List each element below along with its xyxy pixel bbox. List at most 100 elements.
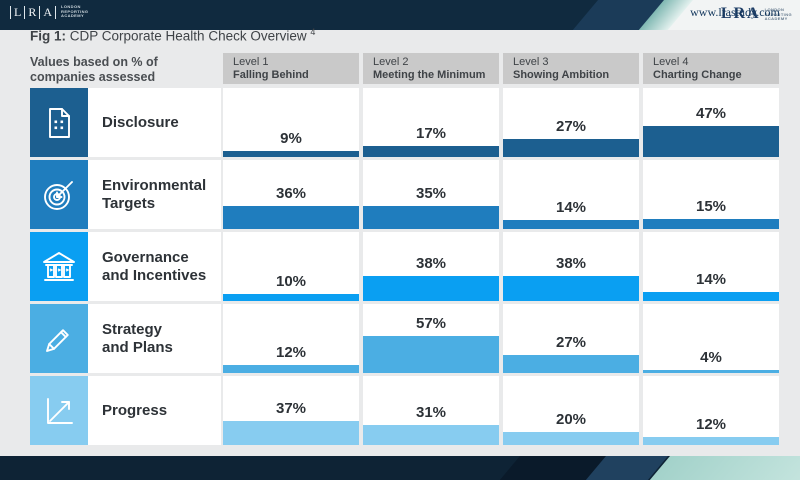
header-cell-level-4: Level 4 Charting Change [643, 53, 779, 84]
value-label: 27% [555, 118, 587, 135]
value-cell: 17% [363, 88, 499, 157]
value-label: 14% [695, 271, 727, 288]
bar [363, 206, 499, 229]
bar [643, 370, 779, 373]
value-cell: 27% [503, 304, 639, 373]
figure-title-text: CDP Corporate Health Check Overview [66, 28, 307, 44]
footer-logo-letter: L [14, 4, 22, 19]
chart-icon [30, 376, 88, 445]
value-label: 17% [415, 125, 447, 142]
bar [643, 292, 779, 301]
lra-logo: LRA LONDON REPORTING ACADEMY [721, 5, 792, 23]
bar [223, 365, 359, 373]
value-cell: 47% [643, 88, 779, 157]
value-label: 31% [415, 404, 447, 421]
table-row-disclosure: Disclosure 9% 17% 27% 47% [0, 88, 800, 157]
document-icon [30, 88, 88, 157]
bar [363, 425, 499, 445]
bar [503, 276, 639, 301]
bank-icon [30, 232, 88, 301]
table-row-governance-and-incentives: Governance and Incentives 10% 38% 38% 14… [0, 232, 800, 301]
footer-logo-subtext: LONDON REPORTING ACADEMY [61, 4, 89, 19]
value-label: 12% [695, 416, 727, 433]
footer-logo-letter: A [43, 4, 53, 19]
value-label: 35% [415, 185, 447, 202]
value-cell: 20% [503, 376, 639, 445]
pencil-icon [30, 304, 88, 373]
value-cell: 15% [643, 160, 779, 229]
value-cell: 38% [363, 232, 499, 301]
header-cell-level-2: Level 2 Meeting the Minimum [363, 53, 499, 84]
footer-brand-bar [0, 456, 800, 480]
bar [223, 421, 359, 445]
footer-seafoam-ribbon [649, 456, 800, 480]
value-label: 37% [275, 400, 307, 417]
bar [223, 294, 359, 301]
value-label: 27% [555, 334, 587, 351]
value-cell: 9% [223, 88, 359, 157]
value-cell: 36% [223, 160, 359, 229]
value-cell: 14% [643, 232, 779, 301]
value-label: 10% [275, 273, 307, 290]
value-cell: 35% [363, 160, 499, 229]
value-label: 12% [275, 344, 307, 361]
footnote-marker: 4 [310, 27, 316, 37]
row-label: Disclosure [102, 113, 179, 131]
value-cell: 12% [223, 304, 359, 373]
row-label-cell: Strategy and Plans [88, 304, 221, 373]
header-cell-level-3: Level 3 Showing Ambition [503, 53, 639, 84]
value-cell: 10% [223, 232, 359, 301]
target-icon [30, 160, 88, 229]
figure-title: Fig 1: CDP Corporate Health Check Overvi… [30, 27, 315, 44]
row-label-cell: Disclosure [88, 88, 221, 157]
row-label: Strategy and Plans [102, 320, 173, 356]
figure-caption: Values based on % of companies assessed [30, 55, 158, 84]
header-cell-level-1: Level 1 Falling Behind [223, 53, 359, 84]
website-link[interactable]: www.lrastudy.com [690, 5, 780, 19]
value-cell: 31% [363, 376, 499, 445]
bar [503, 432, 639, 445]
bar [643, 126, 779, 157]
value-cell: 14% [503, 160, 639, 229]
bar [643, 437, 779, 445]
value-label: 20% [555, 411, 587, 428]
bar [363, 146, 499, 157]
value-label: 38% [555, 255, 587, 272]
value-cell: 57% [363, 304, 499, 373]
table-row-strategy-and-plans: Strategy and Plans 12% 57% 27% 4% [0, 304, 800, 373]
bar [223, 206, 359, 229]
bar [363, 276, 499, 301]
bar [363, 336, 499, 373]
value-label: 57% [415, 315, 447, 332]
value-cell: 38% [503, 232, 639, 301]
footer-logo-letter: R [28, 4, 37, 19]
value-label: 47% [695, 105, 727, 122]
row-label: Environmental Targets [102, 176, 207, 212]
value-label: 38% [415, 255, 447, 272]
value-label: 36% [275, 185, 307, 202]
value-label: 9% [280, 130, 302, 147]
row-label-cell: Governance and Incentives [88, 232, 221, 301]
top-brand-bar [0, 0, 800, 30]
table-row-progress: Progress 37% 31% 20% 12% [0, 376, 800, 445]
bar [503, 220, 639, 229]
bar [223, 151, 359, 157]
row-label-cell: Progress [88, 376, 221, 445]
bar [503, 355, 639, 373]
value-cell: 12% [643, 376, 779, 445]
bar [643, 219, 779, 229]
value-label: 4% [700, 349, 722, 366]
value-cell: 27% [503, 88, 639, 157]
row-label: Governance and Incentives [102, 248, 207, 284]
value-cell: 37% [223, 376, 359, 445]
row-label: Progress [102, 401, 168, 419]
bar [503, 139, 639, 157]
value-cell: 4% [643, 304, 779, 373]
table-row-environmental-targets: Environmental Targets 36% 35% 14% 15% [0, 160, 800, 229]
value-label: 15% [695, 198, 727, 215]
lra-logo-text: LRA [720, 5, 761, 22]
row-label-cell: Environmental Targets [88, 160, 221, 229]
lra-logo-subtext: LONDON REPORTING ACADEMY [764, 7, 792, 21]
